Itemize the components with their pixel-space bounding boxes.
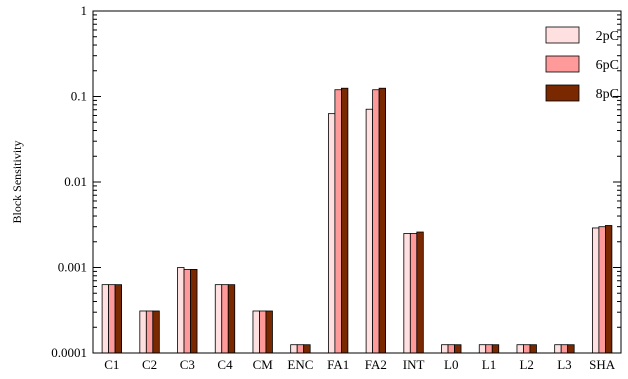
legend-label-2pC: 2pC xyxy=(596,29,619,44)
x-tick-label: ENC xyxy=(287,357,313,372)
bar-6pC-CM xyxy=(259,310,267,354)
bar-6pC-C3 xyxy=(183,269,191,354)
legend-label-6pC: 6pC xyxy=(596,58,619,73)
x-axis: C1 C2 C3 C4 CM ENC FA1 FA2 INT L0 L1 L2 L3 SHA xyxy=(104,357,615,372)
bar-8pC-SHA xyxy=(604,225,613,354)
bar-8pC-CM xyxy=(265,310,273,354)
bar-6pC-L0 xyxy=(447,344,455,354)
bar-8pC-L3 xyxy=(567,344,575,354)
y-tick-label: 0.0001 xyxy=(51,345,87,360)
bar-2pC-FA1 xyxy=(327,113,336,354)
bar-8pC-INT xyxy=(416,231,424,354)
y-axis: 1 0.1 0.01 0.001 0.0001 xyxy=(51,3,621,360)
y-tick-label: 0.1 xyxy=(71,89,87,104)
x-tick-label: L3 xyxy=(557,357,571,372)
bar-6pC-L2 xyxy=(523,344,531,354)
bar-2pC-C4 xyxy=(214,284,223,354)
y-tick-label: 0.001 xyxy=(58,260,87,275)
bar-6pC-SHA xyxy=(598,226,606,354)
bar-6pC-ENC xyxy=(296,344,305,354)
bar-2pC-L1 xyxy=(478,344,487,354)
x-tick-label: FA2 xyxy=(365,357,387,372)
bar-6pC-FA1 xyxy=(334,89,342,354)
legend-swatch-8pC xyxy=(545,84,580,102)
plot-frame xyxy=(92,10,622,354)
y-axis-title: Block Sensitivity xyxy=(10,140,24,223)
bar-2pC-C1 xyxy=(101,284,110,354)
x-tick-label: C2 xyxy=(142,357,157,372)
bar-2pC-CM xyxy=(252,310,260,354)
bar-6pC-C1 xyxy=(108,284,116,354)
y-tick-label: 0.01 xyxy=(64,174,87,189)
bar-8pC-FA1 xyxy=(340,87,349,354)
legend: 2pC 6pC 8pC xyxy=(545,26,619,102)
bar-8pC-C2 xyxy=(152,310,160,354)
x-tick-label: INT xyxy=(403,357,425,372)
bar-8pC-C4 xyxy=(227,284,236,354)
y-tick-label: 1 xyxy=(81,3,88,18)
bar-2pC-L2 xyxy=(516,344,524,354)
x-tick-label: C1 xyxy=(104,357,119,372)
bar-2pC-ENC xyxy=(290,344,298,354)
x-tick-label: L0 xyxy=(444,357,458,372)
bar-2pC-C2 xyxy=(139,310,147,354)
bar-8pC-FA2 xyxy=(378,87,387,354)
legend-swatch-6pC xyxy=(545,55,580,73)
x-tick-label: L1 xyxy=(482,357,496,372)
bar-8pC-C1 xyxy=(114,284,123,354)
bar-6pC-C2 xyxy=(145,310,154,354)
legend-swatch-2pC xyxy=(545,26,580,44)
bar-6pC-L3 xyxy=(560,344,569,354)
bar-8pC-C3 xyxy=(190,269,198,354)
bar-6pC-FA2 xyxy=(372,89,380,354)
bar-2pC-SHA xyxy=(591,227,600,354)
x-tick-label: C3 xyxy=(180,357,195,372)
bar-2pC-INT xyxy=(403,233,411,354)
bar-6pC-INT xyxy=(409,233,418,354)
x-tick-label: C4 xyxy=(217,357,233,372)
bar-2pC-L0 xyxy=(441,344,449,354)
x-tick-label: L2 xyxy=(519,357,533,372)
bar-8pC-ENC xyxy=(303,344,311,354)
bar-2pC-FA2 xyxy=(365,108,374,354)
bar-6pC-L1 xyxy=(485,344,493,354)
x-tick-label: CM xyxy=(253,357,274,372)
x-tick-label: SHA xyxy=(589,357,616,372)
legend-label-8pC: 8pC xyxy=(596,87,619,102)
bar-8pC-L2 xyxy=(529,344,537,354)
bars-layer xyxy=(101,87,613,354)
x-tick-label: FA1 xyxy=(327,357,349,372)
bar-2pC-C3 xyxy=(177,267,185,354)
bar-2pC-L3 xyxy=(554,344,562,354)
bar-6pC-C4 xyxy=(221,284,229,354)
bar-8pC-L0 xyxy=(454,344,462,354)
bar-8pC-L1 xyxy=(491,344,500,354)
